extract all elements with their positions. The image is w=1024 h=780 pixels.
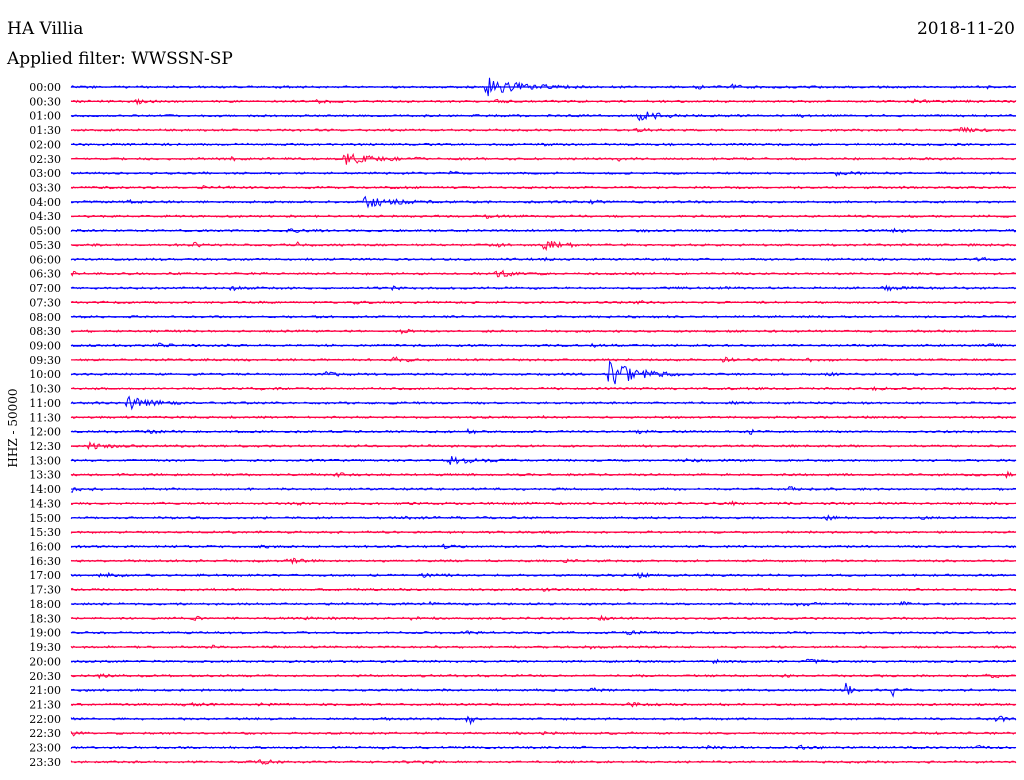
- trace-label: 01:30: [29, 124, 61, 137]
- trace-label: 12:00: [29, 426, 61, 439]
- trace-label: 20:30: [29, 670, 61, 683]
- seismic-trace: [70, 715, 1017, 726]
- trace-label: 23:30: [29, 756, 61, 769]
- trace-label: 21:30: [29, 698, 61, 711]
- trace-label: 20:00: [29, 655, 61, 668]
- station-title: HA Villia: [7, 19, 84, 39]
- trace-label: 02:00: [29, 138, 61, 151]
- trace-label: 02:30: [29, 153, 61, 166]
- trace-label: 06:00: [29, 253, 61, 266]
- trace-label: 16:30: [29, 555, 61, 568]
- trace-label: 15:30: [29, 526, 61, 539]
- trace-label: 22:30: [29, 727, 61, 740]
- trace-label: 04:30: [29, 210, 61, 223]
- date-label: 2018-11-20: [916, 19, 1015, 39]
- trace-label: 00:00: [29, 81, 61, 94]
- trace-label: 10:30: [29, 383, 61, 396]
- filter-subtitle: Applied filter: WWSSN-SP: [7, 49, 233, 69]
- trace-label: 16:00: [29, 541, 61, 554]
- trace-label: 21:00: [29, 684, 61, 697]
- trace-label: 00:30: [29, 95, 61, 108]
- trace-label: 09:00: [29, 339, 61, 352]
- trace-label: 13:00: [29, 454, 61, 467]
- trace-label: 03:00: [29, 167, 61, 180]
- trace-label: 19:30: [29, 641, 61, 654]
- trace-label: 23:00: [29, 742, 61, 755]
- trace-label: 07:30: [29, 296, 61, 309]
- trace-label: 04:00: [29, 196, 61, 209]
- trace-label: 05:30: [29, 239, 61, 252]
- trace-label: 06:30: [29, 268, 61, 281]
- trace-label: 03:30: [29, 182, 61, 195]
- trace-label: 07:00: [29, 282, 61, 295]
- trace-label: 17:00: [29, 569, 61, 582]
- trace-label: 05:00: [29, 225, 61, 238]
- trace-label: 08:00: [29, 311, 61, 324]
- seismic-trace: [70, 360, 1017, 385]
- trace-label: 22:00: [29, 713, 61, 726]
- trace-label: 11:00: [29, 397, 61, 410]
- trace-label: 01:00: [29, 110, 61, 123]
- trace-label: 14:30: [29, 497, 61, 510]
- trace-label: 18:00: [29, 598, 61, 611]
- trace-label: 17:30: [29, 584, 61, 597]
- trace-label: 08:30: [29, 325, 61, 338]
- trace-label: 11:30: [29, 411, 61, 424]
- trace-label: 14:00: [29, 483, 61, 496]
- trace-label: 09:30: [29, 354, 61, 367]
- trace-label: 15:00: [29, 512, 61, 525]
- trace-label: 18:30: [29, 612, 61, 625]
- trace-label: 10:00: [29, 368, 61, 381]
- trace-label: 19:00: [29, 627, 61, 640]
- trace-label: 13:30: [29, 469, 61, 482]
- trace-label: 12:30: [29, 440, 61, 453]
